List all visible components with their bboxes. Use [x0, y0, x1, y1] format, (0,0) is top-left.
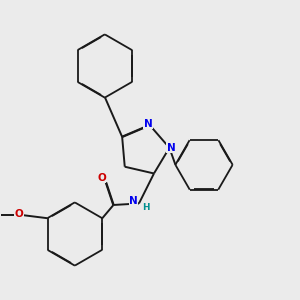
Text: N: N — [144, 119, 153, 129]
Text: H: H — [142, 203, 149, 212]
Text: O: O — [15, 209, 24, 219]
Text: O: O — [97, 173, 106, 183]
Text: N: N — [129, 196, 138, 206]
Text: N: N — [167, 143, 175, 153]
